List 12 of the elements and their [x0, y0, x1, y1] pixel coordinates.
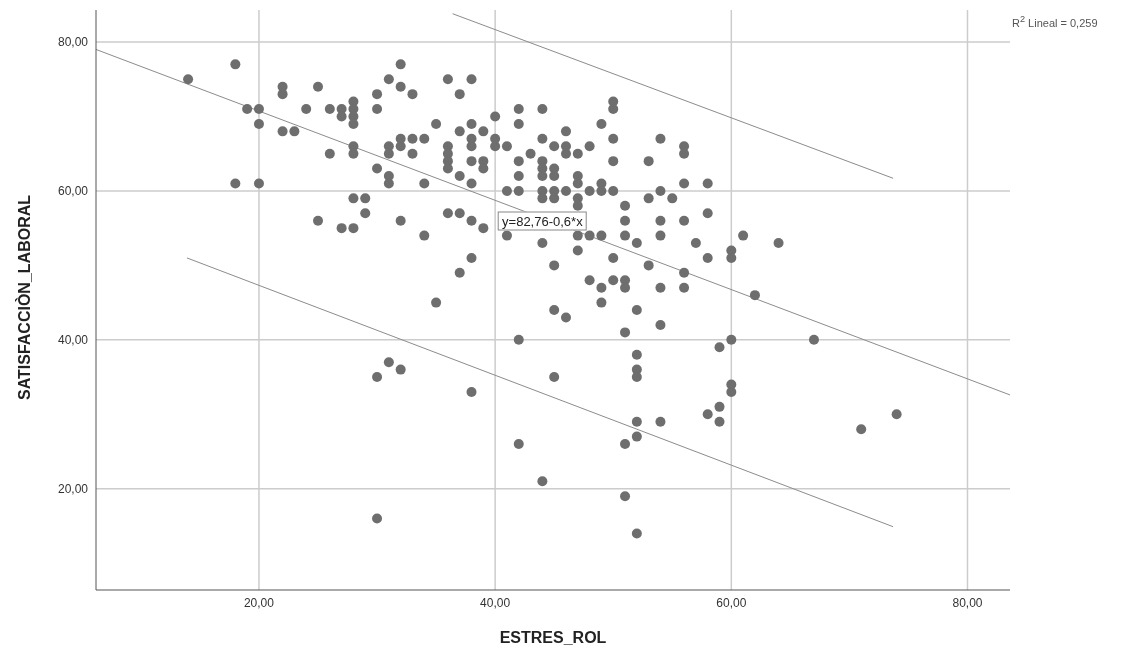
y-tick-label: 60,00 — [57, 184, 89, 199]
y-tick-label: 80,00 — [57, 35, 89, 50]
y-tick-label: 40,00 — [57, 333, 89, 348]
x-tick-label: 80,00 — [952, 595, 983, 610]
x-tick-label: 20,00 — [243, 595, 275, 610]
x-axis-title: ESTRES_ROL — [499, 629, 607, 646]
y-axis-title: SATISFACCIÒN_LABORAL — [14, 194, 33, 400]
annotation: y=82,76-0,6*x — [498, 211, 587, 231]
x-tick-label: 60,00 — [716, 595, 747, 610]
y-tick-label: 20,00 — [57, 482, 89, 496]
x-tick-label: 40,00 — [480, 595, 511, 610]
text: R$^{2}$ Lineal = 0,259 — [1012, 14, 1098, 29]
